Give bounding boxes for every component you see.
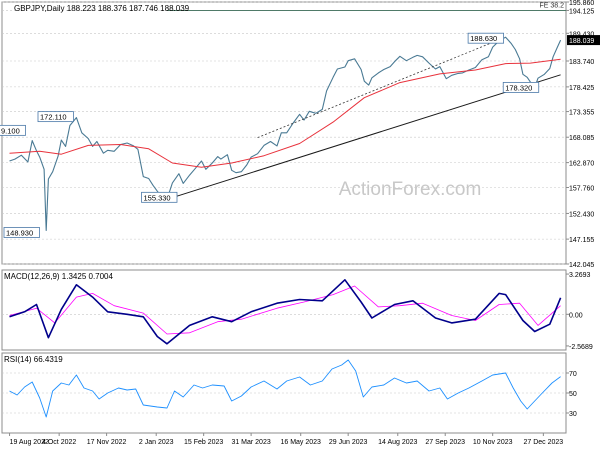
y-tick-label: 162.870 <box>569 161 594 168</box>
y-tick-label: 157.760 <box>569 185 594 192</box>
annotation-label: 188.630 <box>470 34 497 43</box>
panel-frame <box>1 269 567 351</box>
x-tick-label: 31 Mar 2023 <box>231 439 270 446</box>
rsi-panel: 70 50 30 <box>1 352 577 434</box>
annotation-box <box>3 227 40 238</box>
y-tick-label: 70 <box>569 371 577 378</box>
x-tick-label: 17 Nov 2022 <box>87 439 127 446</box>
macd-panel: 3.2693 0.00 -2.5689 <box>1 269 593 351</box>
y-tick-label: -2.5689 <box>569 344 593 351</box>
last-price-marker <box>567 35 600 46</box>
y-tick-label: 183.740 <box>569 59 594 66</box>
fibo-label: FE 38.2 <box>539 2 564 9</box>
annotation-label: 178.320 <box>505 83 532 92</box>
annotation-box <box>0 124 26 136</box>
price-series-line <box>9 36 562 232</box>
annotation-label: 148.930 <box>6 228 33 237</box>
x-tick-label: 2 Jan 2023 <box>139 439 174 446</box>
x-tick-label: 29 Jun 2023 <box>329 439 368 446</box>
y-tick-label: 147.155 <box>569 237 594 244</box>
y-tick-label: 30 <box>569 411 577 418</box>
x-tick-label: 19 Aug 2022 <box>10 439 49 446</box>
y-tick-label: 189.430 <box>569 31 594 38</box>
x-tick-label: 15 Feb 2023 <box>184 439 223 446</box>
annotation-label: 155.330 <box>143 193 170 202</box>
channel-line <box>257 36 506 139</box>
price-panel-title: GBPJPY,Daily 188.223 188.376 187.746 188… <box>14 4 190 13</box>
y-tick-label: 142.045 <box>569 262 594 269</box>
x-tick-label: 4 Oct 2022 <box>42 439 76 446</box>
y-tick-label: 168.085 <box>569 135 594 142</box>
x-tick-label: 16 May 2023 <box>280 439 321 446</box>
annotation-label: 9.100 <box>1 126 20 135</box>
y-tick-label: 152.430 <box>569 211 594 218</box>
annotation-box <box>37 111 74 123</box>
annotation-label: 172.110 <box>40 113 67 122</box>
y-tick-label: 194.125 <box>569 8 594 15</box>
x-tick-label: 14 Aug 2023 <box>378 439 417 446</box>
annotation-box <box>141 191 178 203</box>
last-price-label: 188.039 <box>569 38 594 45</box>
signal-line <box>9 285 561 335</box>
rsi-line <box>9 359 561 418</box>
y-tick-label: 173.355 <box>569 110 594 117</box>
x-tick-label: 27 Dec 2023 <box>524 439 564 446</box>
y-tick-label: 0.00 <box>569 312 583 319</box>
ema-line <box>9 58 561 168</box>
trendline <box>166 74 561 200</box>
macd-panel-title: MACD(12,26,9) 1.3425 0.7004 <box>4 272 114 281</box>
x-tick-label: 10 Nov 2023 <box>473 439 513 446</box>
annotation-box <box>502 81 540 93</box>
y-tick-label: 195.860 <box>569 0 594 7</box>
y-tick-label: 3.2693 <box>569 272 591 279</box>
rsi-panel-title: RSI(14) 66.4319 <box>4 355 63 364</box>
watermark: ActionForex.com <box>339 179 482 200</box>
y-tick-label: 178.425 <box>569 85 594 92</box>
annotation-box <box>467 32 505 44</box>
x-tick-label: 27 Sep 2023 <box>425 439 465 446</box>
macd-line <box>9 278 562 345</box>
y-tick-label: 50 <box>569 391 577 398</box>
